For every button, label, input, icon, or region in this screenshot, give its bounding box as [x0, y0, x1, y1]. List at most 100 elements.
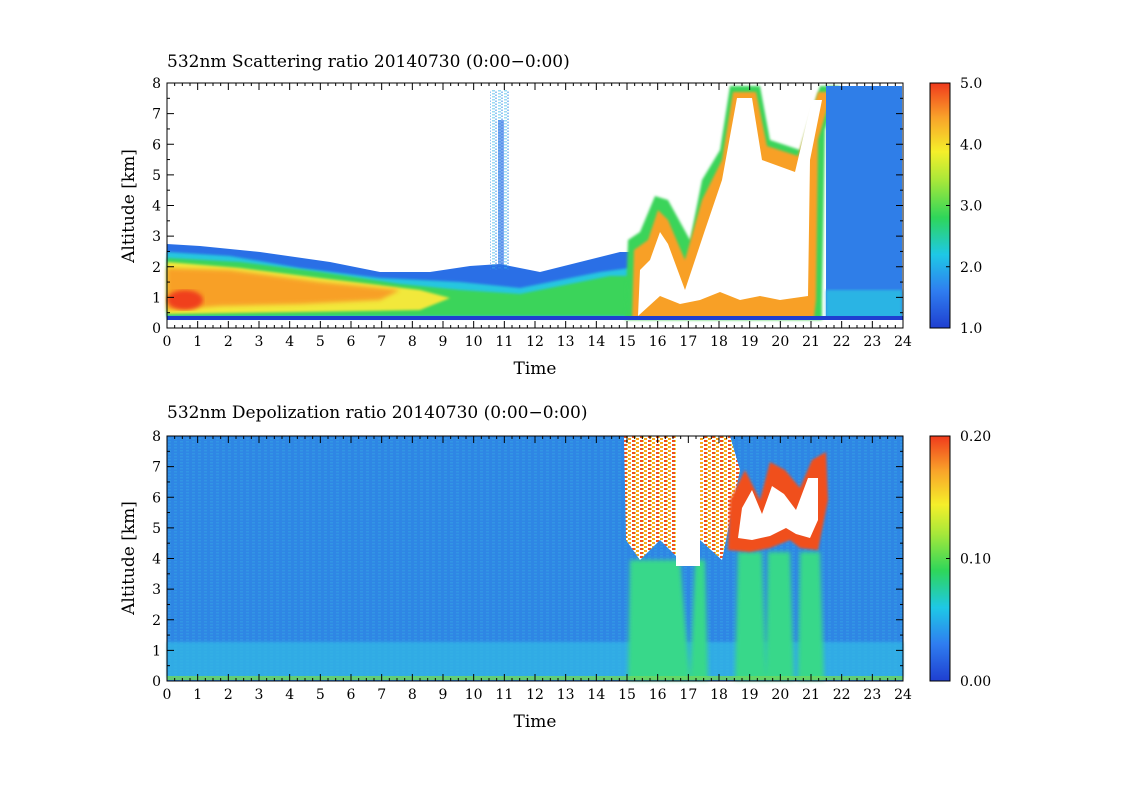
scattering-ratio-panel: 532nm Scattering ratio 20140730 (0:00−0:… — [119, 52, 982, 379]
x-tick-label: 22 — [833, 687, 851, 703]
x-tick-label: 15 — [618, 687, 636, 703]
depolarization-ylabel: Altitude [km] — [119, 501, 139, 616]
colorbar-tick-label: 0.10 — [960, 552, 991, 568]
colorbar-tick-label: 4.0 — [960, 137, 982, 153]
scattering-title: 532nm Scattering ratio 20140730 (0:00−0:… — [167, 52, 570, 72]
x-tick-label: 2 — [224, 687, 233, 703]
depolarization-heatmap — [167, 436, 903, 681]
x-tick-label: 23 — [863, 334, 881, 350]
x-tick-label: 21 — [802, 334, 820, 350]
x-tick-label: 4 — [285, 334, 294, 350]
x-tick-label: 23 — [863, 687, 881, 703]
y-tick-label: 2 — [152, 613, 161, 629]
x-tick-label: 16 — [649, 334, 667, 350]
scattering-ylabel: Altitude [km] — [119, 149, 139, 264]
y-tick-label: 6 — [152, 490, 161, 506]
depolarization-ratio-panel: 532nm Depolization ratio 20140730 (0:00−… — [119, 403, 991, 732]
x-tick-label: 6 — [347, 334, 356, 350]
x-tick-label: 18 — [710, 334, 728, 350]
y-tick-label: 8 — [152, 429, 161, 445]
x-tick-label: 9 — [439, 334, 448, 350]
depol-white-gap — [676, 436, 700, 566]
x-tick-label: 4 — [285, 687, 294, 703]
y-tick-label: 1 — [152, 290, 161, 306]
scattering-heatmap — [167, 83, 903, 328]
colorbar-tick-label: 1.0 — [960, 321, 982, 337]
colorbar-tick-label: 0.00 — [960, 674, 991, 690]
x-tick-label: 1 — [193, 687, 202, 703]
x-tick-label: 11 — [495, 334, 513, 350]
y-tick-label: 3 — [152, 582, 161, 598]
x-tick-label: 19 — [741, 687, 759, 703]
y-tick-label: 2 — [152, 260, 161, 276]
scattering-axis-ticks: 0 1 2 3 4 5 6 7 8 9 10 11 12 13 14 15 16 17 18 19 20 21 22 23 24… — [152, 76, 912, 350]
aerosol-layer-orange — [167, 268, 400, 310]
x-tick-label: 14 — [587, 334, 605, 350]
scattering-xlabel: Time — [514, 359, 557, 379]
depolarization-title: 532nm Depolization ratio 20140730 (0:00−… — [167, 403, 588, 423]
x-tick-label: 3 — [255, 687, 264, 703]
x-tick-label: 24 — [894, 687, 912, 703]
y-tick-label: 0 — [152, 674, 161, 690]
y-tick-label: 3 — [152, 229, 161, 245]
x-tick-label: 9 — [439, 687, 448, 703]
x-tick-label: 7 — [377, 687, 386, 703]
x-tick-label: 8 — [408, 334, 417, 350]
x-tick-label: 0 — [163, 687, 172, 703]
x-tick-label: 7 — [377, 334, 386, 350]
x-tick-label: 12 — [526, 334, 544, 350]
x-tick-label: 8 — [408, 687, 417, 703]
x-tick-label: 15 — [618, 334, 636, 350]
depol-columns-green — [628, 552, 824, 680]
x-tick-label: 5 — [316, 687, 325, 703]
x-tick-label: 0 — [163, 334, 172, 350]
aerosol-core-red — [167, 290, 203, 310]
x-tick-label: 20 — [771, 687, 789, 703]
y-tick-label: 4 — [152, 552, 161, 568]
x-tick-label: 10 — [465, 687, 483, 703]
x-tick-label: 18 — [710, 687, 728, 703]
x-tick-label: 11 — [495, 687, 513, 703]
x-tick-label: 6 — [347, 687, 356, 703]
scattering-colorbar-ticks: 1.0 2.0 3.0 4.0 5.0 — [946, 76, 982, 337]
y-tick-label: 1 — [152, 643, 161, 659]
y-tick-label: 0 — [152, 321, 161, 337]
plume-11h-core — [498, 120, 504, 270]
x-tick-label: 20 — [771, 334, 789, 350]
x-tick-label: 14 — [587, 687, 605, 703]
y-tick-label: 4 — [152, 199, 161, 215]
surface-band — [167, 316, 903, 320]
colorbar-tick-label: 3.0 — [960, 199, 982, 215]
x-tick-label: 3 — [255, 334, 264, 350]
y-tick-label: 8 — [152, 76, 161, 92]
x-tick-label: 21 — [802, 687, 820, 703]
depolarization-colorbar-ticks: 0.00 0.10 0.20 — [946, 429, 991, 690]
x-tick-label: 2 — [224, 334, 233, 350]
y-tick-label: 6 — [152, 137, 161, 153]
x-tick-label: 5 — [316, 334, 325, 350]
y-tick-label: 5 — [152, 168, 161, 184]
x-tick-label: 19 — [741, 334, 759, 350]
depolarization-xlabel: Time — [514, 712, 557, 732]
x-tick-label: 22 — [833, 334, 851, 350]
clear-column — [826, 86, 902, 318]
y-tick-label: 7 — [152, 107, 161, 123]
depolarization-axis-ticks: 0 1 2 3 4 5 6 7 8 9 10 11 12 13 14 15 16 17 18 19 20 21 22 23 24… — [152, 429, 912, 703]
y-tick-label: 7 — [152, 460, 161, 476]
x-tick-label: 10 — [465, 334, 483, 350]
clear-column-low — [826, 290, 902, 318]
colorbar-tick-label: 0.20 — [960, 429, 991, 445]
y-tick-label: 5 — [152, 521, 161, 537]
colorbar-tick-label: 2.0 — [960, 260, 982, 276]
colorbar-tick-label: 5.0 — [960, 76, 982, 92]
cloud-complex-white — [638, 98, 822, 316]
x-tick-label: 17 — [679, 687, 697, 703]
x-tick-label: 13 — [557, 687, 575, 703]
x-tick-label: 16 — [649, 687, 667, 703]
x-tick-label: 13 — [557, 334, 575, 350]
depol-white-core — [738, 478, 818, 540]
x-tick-label: 24 — [894, 334, 912, 350]
x-tick-label: 17 — [679, 334, 697, 350]
x-tick-label: 1 — [193, 334, 202, 350]
